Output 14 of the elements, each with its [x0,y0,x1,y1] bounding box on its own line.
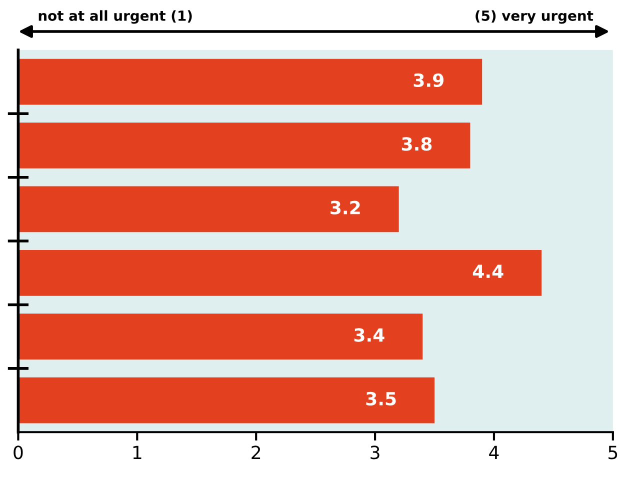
x-tick-label: 1 [133,446,142,460]
x-tick-label: 5 [608,446,618,460]
data-label: 3.2 [330,200,360,214]
data-label: 4.4 [472,264,504,278]
text: not at all urgent (1) [38,10,192,24]
x-tick-label: 2 [252,446,260,460]
text: (5) very urgent [476,10,594,24]
data-label: 3.5 [366,392,396,406]
x-tick-label: 0 [14,446,23,460]
data-label: 3.8 [402,137,432,151]
x-tick-label: 4 [489,446,499,460]
x-tick-label: 3 [370,446,380,460]
data-label: 3.4 [354,328,384,342]
data-label: 3.9 [414,73,444,88]
